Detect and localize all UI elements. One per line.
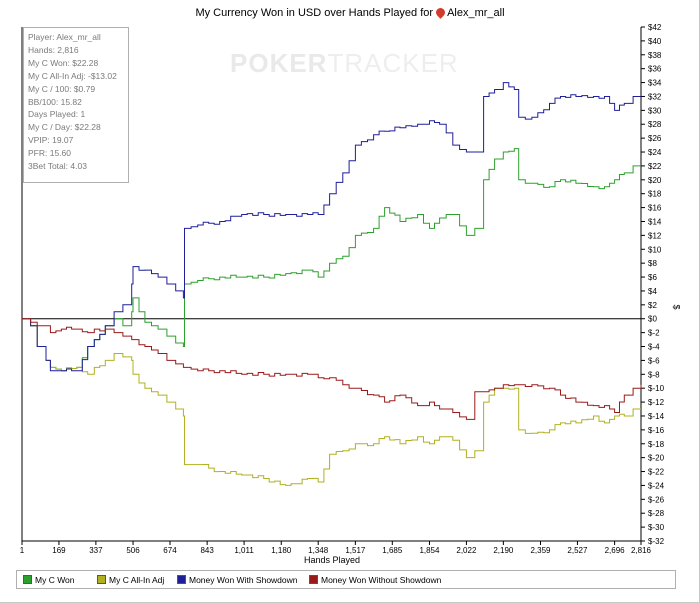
y-tick-label: $-14 — [648, 412, 665, 421]
y-tick-label: $-4 — [648, 343, 660, 352]
watermark-thin: TRACKER — [327, 48, 459, 78]
stat-per-100: My C / 100: $0.79 — [28, 83, 96, 94]
legend-item-with-showdown: Money Won With Showdown — [177, 575, 298, 585]
y-axis-title: $ — [671, 304, 682, 310]
chart-title-text: My Currency Won in USD over Hands Played… — [195, 7, 434, 19]
y-tick-label: $20 — [648, 176, 662, 185]
legend: My C Won My C All-In Adj Money Won With … — [16, 570, 676, 589]
y-tick-label: $-16 — [648, 426, 665, 435]
y-tick-label: $16 — [648, 204, 662, 213]
y-tick-label: $-22 — [648, 468, 665, 477]
x-tick-label: 2,022 — [456, 546, 477, 555]
y-tick-label: $8 — [648, 259, 657, 268]
legend-swatch-my-c-all-in-adj — [97, 575, 106, 584]
legend-label-my-c-won: My C Won — [35, 575, 75, 585]
legend-item-my-c-won: My C Won — [23, 575, 75, 585]
chart-title: My Currency Won in USD over Hands Played… — [0, 6, 700, 19]
stat-per-day: My C / Day: $22.28 — [28, 122, 101, 133]
y-tick-label: $-2 — [648, 329, 660, 338]
series-line-money-won-with-showdown — [22, 82, 641, 372]
x-tick-label: 843 — [200, 546, 214, 555]
x-tick-label: 1,348 — [308, 546, 329, 555]
y-tick-label: $-26 — [648, 495, 665, 504]
legend-swatch-my-c-won — [23, 575, 32, 584]
y-tick-label: $34 — [648, 79, 662, 88]
legend-label-my-c-all-in-adj: My C All-In Adj — [109, 575, 165, 585]
y-tick-label: $32 — [648, 92, 662, 101]
y-tick-label: $42 — [648, 23, 662, 32]
x-tick-label: 1,517 — [345, 546, 366, 555]
y-tick-label: $-12 — [648, 398, 665, 407]
y-tick-label: $14 — [648, 217, 662, 226]
x-axis-title: Hands Played — [303, 555, 361, 565]
stat-won: My C Won: $22.28 — [28, 57, 99, 68]
legend-label-with-showdown: Money Won With Showdown — [189, 575, 298, 585]
y-tick-label: $4 — [648, 287, 657, 296]
y-tick-label: $26 — [648, 134, 662, 143]
x-tick-label: 2,696 — [605, 546, 626, 555]
stat-bb-100: BB/100: 15.82 — [28, 96, 82, 107]
x-tick-label: 2,527 — [567, 546, 588, 555]
y-tick-label: $18 — [648, 190, 662, 199]
y-tick-label: $-6 — [648, 356, 660, 365]
watermark-bold: POKER — [230, 48, 328, 78]
stat-hands: Hands: 2,816 — [28, 44, 79, 55]
stat-allin-adj: My C All-In Adj: -$13.02 — [28, 70, 117, 81]
y-tick-label: $10 — [648, 245, 662, 254]
plot-area: $42 $40 $38 $36 $34 $32 $30 $28 $26 $24 $22 $20 $18 $… — [20, 23, 665, 555]
x-tick-label: 1,854 — [419, 546, 440, 555]
legend-item-my-c-all-in-adj: My C All-In Adj — [97, 575, 164, 585]
x-tick-label: 169 — [52, 546, 66, 555]
x-tick-label: 1,011 — [234, 546, 254, 555]
y-tick-label: $12 — [648, 231, 662, 240]
y-tick-label: $-10 — [648, 384, 665, 393]
y-tick-label: $24 — [648, 148, 662, 157]
chart-title-player: Alex_mr_all — [447, 7, 505, 19]
y-tick-label: $-32 — [648, 537, 665, 546]
y-tick-label: $-30 — [648, 523, 665, 532]
pokertracker-watermark: POKERTRACKER — [230, 48, 459, 79]
y-tick-label: $-8 — [648, 370, 660, 379]
series-line-money-won-without-showdown — [22, 318, 642, 420]
y-tick-label: $28 — [648, 120, 662, 129]
stats-box: Player: Alex_mr_all Hands: 2,816 My C Wo… — [23, 27, 129, 183]
y-tick-label: $-20 — [648, 454, 665, 463]
y-tick-label: $6 — [648, 273, 657, 282]
stat-3bet: 3Bet Total: 4.03 — [28, 161, 87, 172]
stat-vpip: VPIP: 19.07 — [28, 135, 74, 146]
x-tick-label: 1,685 — [382, 546, 403, 555]
x-tick-label: 1,180 — [271, 546, 292, 555]
y-tick-label: $-24 — [648, 481, 665, 490]
stat-pfr: PFR: 15.60 — [28, 148, 71, 159]
x-tick-label: 2,816 — [631, 546, 652, 555]
x-tick-label: 506 — [126, 546, 140, 555]
y-tick-label: $-18 — [648, 440, 665, 449]
y-tick-label: $22 — [648, 162, 662, 171]
x-tick-label: 2,190 — [493, 546, 514, 555]
legend-swatch-without-showdown — [309, 575, 318, 584]
y-tick-label: $40 — [648, 37, 662, 46]
series-line-my-c-won — [22, 148, 641, 372]
legend-swatch-with-showdown — [177, 575, 186, 584]
stat-days-played: Days Played: 1 — [28, 109, 86, 120]
y-tick-label: $38 — [648, 51, 662, 60]
x-tick-label: 337 — [89, 546, 103, 555]
stat-player: Player: Alex_mr_all — [28, 32, 101, 42]
series-line-my-c-all-in-adj — [22, 318, 641, 486]
y-tick-label: $0 — [648, 315, 657, 324]
y-tick-label: $30 — [648, 106, 662, 115]
x-tick-label: 674 — [163, 546, 177, 555]
x-tick-label: 2,359 — [530, 546, 551, 555]
y-tick-label: $2 — [648, 301, 657, 310]
legend-item-without-showdown: Money Won Without Showdown — [309, 575, 441, 585]
legend-label-without-showdown: Money Won Without Showdown — [321, 575, 442, 585]
y-tick-label: $36 — [648, 65, 662, 74]
y-tick-label: $-28 — [648, 509, 665, 518]
x-tick-label: 1 — [20, 546, 25, 555]
